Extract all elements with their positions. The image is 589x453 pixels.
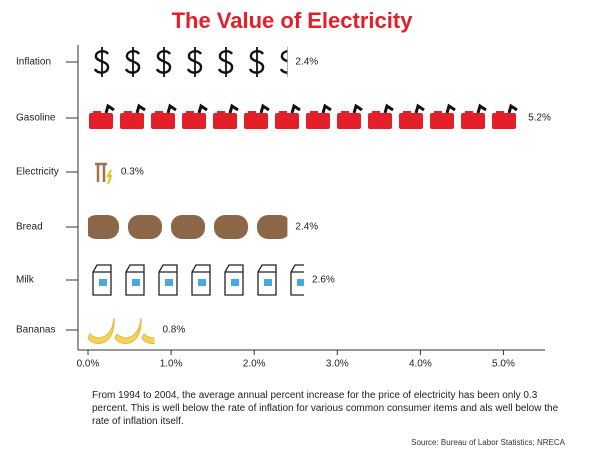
value-label: 0.3%: [121, 167, 144, 178]
y-tick-label: Gasoline: [16, 113, 56, 124]
y-tick-label: Bananas: [16, 325, 55, 336]
icon: [399, 113, 423, 129]
icon: [151, 113, 175, 129]
icon: [106, 106, 114, 113]
value-label: 5.2%: [528, 113, 551, 124]
value-label: 0.8%: [162, 325, 185, 336]
icon: [434, 111, 442, 114]
icon: [461, 113, 485, 129]
icon: [496, 111, 504, 114]
icon: [120, 113, 144, 129]
icon: [230, 106, 238, 113]
icon: [248, 111, 256, 114]
y-tick-label: Milk: [16, 275, 35, 286]
icon: [257, 215, 291, 239]
icon: [137, 106, 145, 113]
icon: [89, 113, 113, 129]
icon: [128, 215, 162, 239]
pictogram-bar: [88, 318, 168, 343]
icon: [341, 111, 349, 114]
y-tick-label: Inflation: [16, 57, 51, 68]
x-tick-label: 5.0%: [492, 359, 515, 370]
chart: The Value of Electricity 0.0% 1.0% 2.0% 3.0…: [0, 0, 589, 390]
x-tick-label: 0.0%: [77, 359, 100, 370]
y-tick-label: Bread: [16, 222, 43, 233]
icon: [171, 215, 205, 239]
icon: [281, 51, 294, 72]
icon: [297, 279, 305, 286]
icon: [492, 113, 516, 129]
value-label: 2.4%: [295, 57, 318, 68]
x-tick-label: 3.0%: [326, 359, 349, 370]
icon: [108, 170, 111, 184]
icon: [214, 215, 248, 239]
icon: [292, 106, 300, 113]
icon: [115, 318, 141, 343]
icon: [85, 215, 119, 239]
icon: [264, 279, 272, 286]
icon: [95, 164, 107, 182]
icon: [155, 111, 163, 114]
pictogram-bar: [93, 265, 309, 295]
x-tick-label: 1.0%: [160, 359, 183, 370]
pictogram-bar: [85, 215, 291, 239]
icon: [509, 106, 517, 113]
icon: [88, 318, 114, 343]
icon: [124, 111, 132, 114]
pictogram-bar: [89, 106, 517, 129]
icon: [182, 113, 206, 129]
icon: [337, 113, 361, 129]
icon: [372, 111, 380, 114]
icon: [430, 113, 454, 129]
icon: [306, 113, 330, 129]
value-label: 2.6%: [312, 275, 335, 286]
source: Source: Bureau of Labor Statistics; NREC…: [411, 438, 565, 447]
icon: [199, 106, 207, 113]
x-tick-label: 2.0%: [243, 359, 266, 370]
icon: [279, 111, 287, 114]
icon: [447, 106, 455, 113]
icon: [323, 106, 331, 113]
x-tick-label: 4.0%: [409, 359, 432, 370]
icon: [217, 111, 225, 114]
icon: [261, 106, 269, 113]
icon: [310, 111, 318, 114]
icon: [93, 111, 101, 114]
page: The Value of Electricity 0.0% 1.0% 2.0% 3.0…: [0, 0, 589, 453]
icon: [478, 106, 486, 113]
y-tick-label: Electricity: [16, 167, 59, 178]
icon: [132, 279, 140, 286]
icon: [213, 113, 237, 129]
icon: [244, 113, 268, 129]
icon: [416, 106, 424, 113]
icon: [198, 279, 206, 286]
pictogram-bar: [95, 47, 294, 77]
icon: [403, 111, 411, 114]
icon: [168, 106, 176, 113]
icon: [385, 106, 393, 113]
icon: [465, 111, 473, 114]
icon: [99, 279, 107, 286]
icon: [354, 106, 362, 113]
icon: [165, 279, 173, 286]
icon: [231, 279, 239, 286]
footnote: From 1994 to 2004, the average annual pe…: [92, 389, 574, 431]
value-label: 2.4%: [295, 222, 318, 233]
icon: [275, 113, 299, 129]
icon: [186, 111, 194, 114]
chart-title: The Value of Electricity: [172, 8, 414, 33]
icon: [368, 113, 392, 129]
